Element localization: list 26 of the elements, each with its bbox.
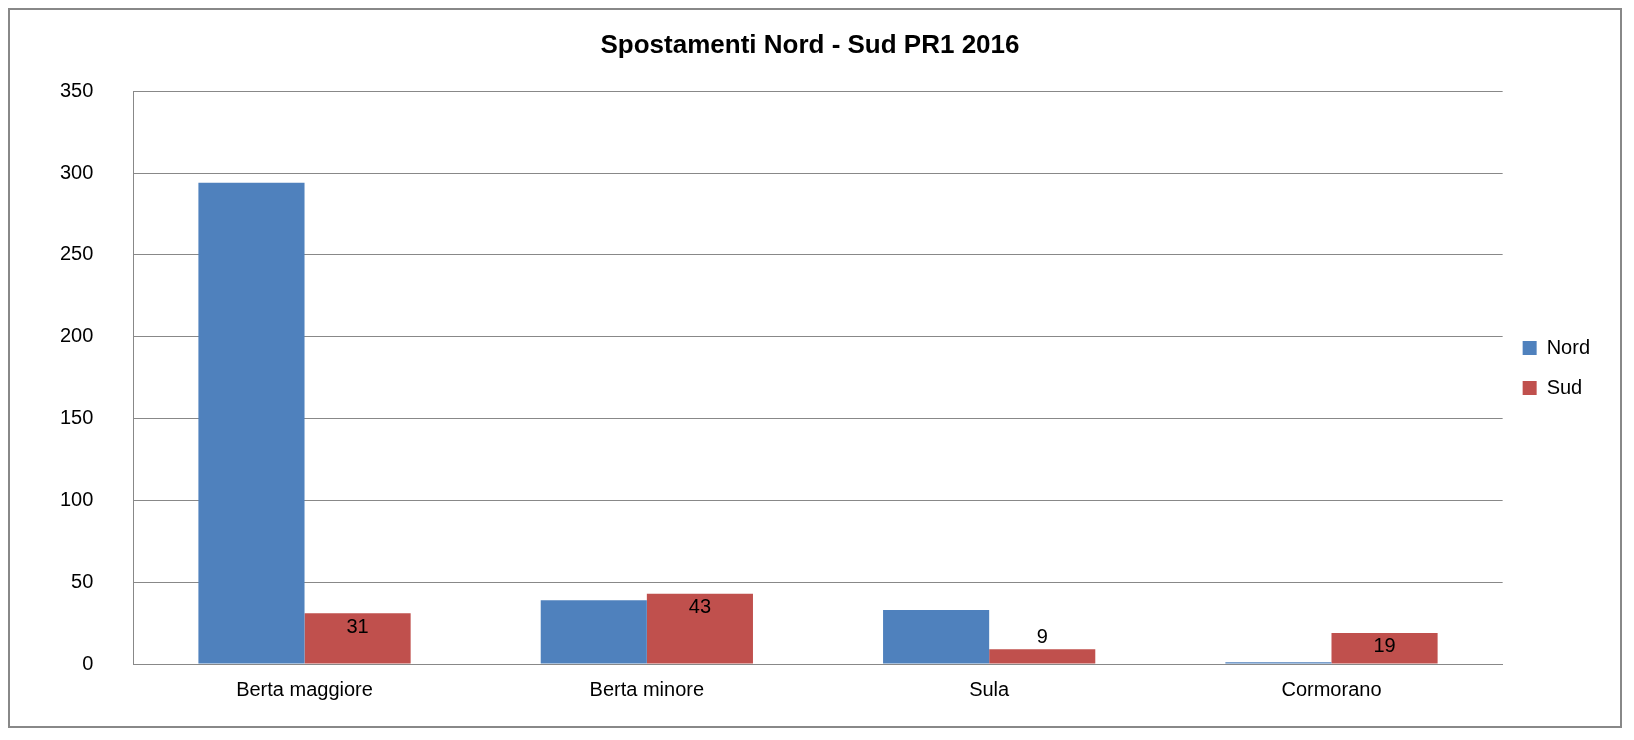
- x-tick-label: Berta minore: [589, 677, 705, 700]
- x-tick-label: Cormorano: [1281, 677, 1382, 700]
- data-label: 43: [688, 595, 712, 618]
- bar: [540, 600, 647, 664]
- bar: [198, 182, 305, 664]
- y-tick-label: 150: [59, 406, 94, 429]
- y-tick-label: 250: [59, 242, 94, 265]
- bar: [883, 609, 990, 664]
- chart-title: Spostamenti Nord - Sud PR1 2016: [600, 28, 1020, 59]
- y-tick-label: 0: [82, 651, 94, 674]
- x-tick-label: Sula: [969, 677, 1011, 700]
- y-tick-label: 100: [59, 487, 94, 510]
- y-tick-label: 50: [71, 569, 94, 592]
- bar: [646, 593, 753, 664]
- y-tick-label: 200: [59, 324, 94, 347]
- data-label: 31: [346, 614, 369, 637]
- bar: [989, 649, 1096, 664]
- y-tick-label: 300: [59, 160, 94, 183]
- bar: [304, 613, 411, 664]
- data-label: 9: [1036, 624, 1048, 647]
- bar: [1331, 632, 1438, 664]
- data-label: 19: [1373, 634, 1396, 657]
- y-tick-label: 350: [59, 78, 94, 101]
- legend-label: Nord: [1546, 335, 1591, 358]
- legend-label: Sud: [1546, 375, 1583, 398]
- x-tick-label: Berta maggiore: [236, 677, 373, 700]
